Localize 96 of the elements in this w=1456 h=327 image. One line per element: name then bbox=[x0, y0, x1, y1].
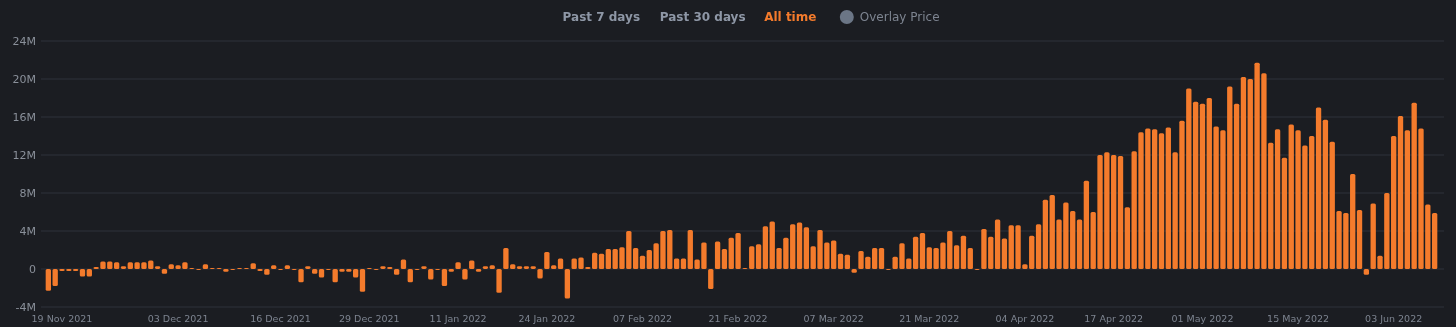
bar bbox=[250, 263, 256, 269]
bar bbox=[1124, 207, 1131, 269]
bar bbox=[264, 269, 270, 275]
y-tick-label: 0 bbox=[29, 263, 36, 276]
bar bbox=[530, 266, 536, 269]
bar bbox=[912, 236, 919, 269]
bar bbox=[1274, 129, 1281, 269]
x-tick-label: 11 Jan 2022 bbox=[429, 313, 487, 324]
text: Past 7 days bbox=[562, 10, 641, 24]
bar bbox=[1117, 155, 1124, 269]
x-tick-label: 24 Jan 2022 bbox=[518, 313, 576, 324]
bar bbox=[421, 266, 427, 269]
bar bbox=[1233, 103, 1240, 269]
bar bbox=[1083, 180, 1090, 269]
y-tick-label: 12M bbox=[12, 149, 36, 162]
bar bbox=[953, 245, 960, 269]
x-tick-label: 03 Dec 2021 bbox=[147, 313, 209, 324]
bar bbox=[1240, 77, 1247, 269]
x-tick-label: 04 Apr 2022 bbox=[995, 313, 1055, 324]
bar bbox=[462, 269, 468, 280]
x-tick-label: 01 May 2022 bbox=[1171, 313, 1234, 324]
x-tick-label: 16 Dec 2021 bbox=[250, 313, 311, 324]
bar bbox=[994, 219, 1001, 269]
x-tick-label: 03 Jun 2022 bbox=[1365, 313, 1423, 324]
bar bbox=[1315, 107, 1322, 269]
bar bbox=[154, 266, 161, 269]
bar bbox=[455, 262, 461, 269]
bar bbox=[796, 222, 803, 269]
bar bbox=[837, 253, 844, 269]
bar bbox=[1363, 269, 1370, 275]
x-tick-label: 29 Dec 2021 bbox=[338, 313, 400, 324]
bar bbox=[1076, 219, 1083, 269]
bar bbox=[714, 241, 721, 269]
bar bbox=[1281, 157, 1288, 269]
bar bbox=[1152, 129, 1158, 269]
bar bbox=[482, 266, 489, 269]
x-tick-label: 21 Mar 2022 bbox=[899, 313, 960, 324]
y-tick-label: 4M bbox=[19, 225, 36, 238]
bar bbox=[919, 232, 926, 269]
bar bbox=[1042, 199, 1049, 269]
bar bbox=[298, 269, 304, 283]
bar bbox=[113, 262, 120, 269]
bar bbox=[516, 266, 523, 269]
x-tick-label: 17 Apr 2022 bbox=[1084, 313, 1144, 324]
bar bbox=[1431, 212, 1438, 269]
x-tick-label: 19 Nov 2021 bbox=[31, 313, 93, 324]
text: Overlay Price bbox=[859, 10, 940, 24]
bar bbox=[352, 269, 359, 278]
bar bbox=[223, 269, 229, 272]
bar bbox=[598, 253, 605, 269]
bar bbox=[1199, 103, 1206, 269]
bar bbox=[1035, 224, 1042, 269]
bar bbox=[1322, 119, 1329, 269]
bar bbox=[803, 227, 810, 269]
bar bbox=[79, 269, 86, 277]
text: All time bbox=[764, 10, 817, 24]
bar bbox=[523, 266, 530, 269]
bar bbox=[393, 269, 400, 275]
bar bbox=[592, 252, 598, 269]
bar bbox=[1158, 133, 1165, 269]
x-tick-label: 15 May 2022 bbox=[1267, 313, 1330, 324]
bar bbox=[844, 254, 851, 269]
y-tick-label: 20M bbox=[12, 73, 36, 86]
bar bbox=[475, 269, 482, 272]
bar bbox=[721, 249, 728, 269]
bar bbox=[708, 269, 714, 289]
bar bbox=[120, 266, 127, 269]
bar bbox=[564, 269, 571, 299]
y-tick-label: -4M bbox=[15, 301, 36, 314]
bar bbox=[967, 248, 973, 269]
bar bbox=[1356, 210, 1363, 269]
text: Past 30 days bbox=[659, 10, 746, 24]
bar bbox=[755, 244, 762, 269]
bar bbox=[1192, 101, 1199, 269]
bar bbox=[448, 269, 454, 272]
bar bbox=[878, 248, 885, 269]
y-tick-label: 8M bbox=[19, 187, 36, 200]
bar bbox=[632, 248, 639, 269]
bar bbox=[496, 269, 502, 293]
bar bbox=[1404, 130, 1410, 269]
x-tick-label: 07 Mar 2022 bbox=[803, 313, 864, 324]
bar bbox=[469, 260, 475, 269]
bar bbox=[318, 269, 325, 278]
bar bbox=[762, 226, 769, 269]
y-tick-label: 24M bbox=[12, 35, 36, 48]
bar bbox=[1001, 238, 1008, 269]
y-tick-label: 16M bbox=[12, 111, 36, 124]
bar bbox=[960, 235, 967, 269]
bar bbox=[1397, 116, 1404, 269]
bar bbox=[359, 269, 366, 292]
bar bbox=[639, 255, 646, 269]
bar bbox=[86, 269, 92, 277]
x-tick-label: 21 Feb 2022 bbox=[708, 313, 768, 324]
x-tick-label: 07 Feb 2022 bbox=[612, 313, 673, 324]
bar bbox=[537, 269, 543, 279]
bar bbox=[441, 269, 448, 287]
